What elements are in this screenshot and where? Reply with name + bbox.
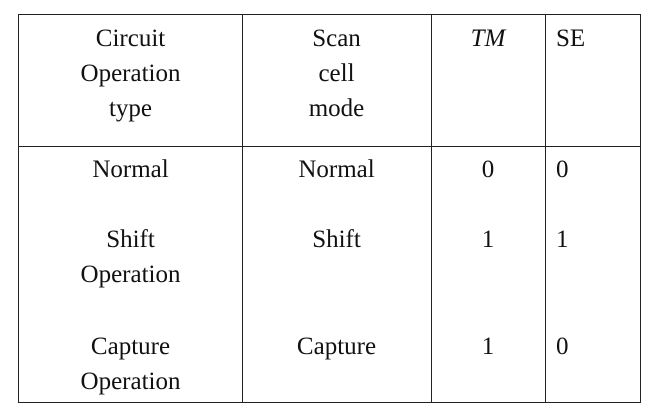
row-normal-se: 0 (556, 156, 569, 183)
row-normal-scan-cell-mode: Normal (298, 156, 375, 183)
row-shift-se: 1 (556, 226, 569, 253)
row-shift-circuit-operation-type: Shift Operation (80, 226, 181, 288)
row-capture-se: 0 (556, 333, 569, 360)
header-divider (19, 146, 640, 147)
header-tm: TM (470, 25, 506, 52)
row-capture-circuit-operation-type: Capture Operation (80, 333, 181, 395)
header-circuit-operation-type: Circuit Operation type (80, 25, 181, 122)
row-shift-tm: 1 (481, 226, 495, 253)
header-se: SE (556, 25, 586, 52)
column-divider-2 (431, 15, 432, 402)
row-normal-tm: 0 (481, 156, 495, 183)
column-divider-3 (545, 15, 546, 402)
column-divider-1 (242, 15, 243, 402)
row-capture-tm: 1 (481, 333, 495, 360)
header-scan-cell-mode: Scan cell mode (308, 25, 365, 122)
row-capture-scan-cell-mode: Capture (296, 333, 377, 360)
row-normal-circuit-operation-type: Normal (92, 156, 169, 183)
data-table: Circuit Operation type Scan cell mode TM… (18, 14, 641, 403)
row-shift-scan-cell-mode: Shift (312, 226, 361, 253)
